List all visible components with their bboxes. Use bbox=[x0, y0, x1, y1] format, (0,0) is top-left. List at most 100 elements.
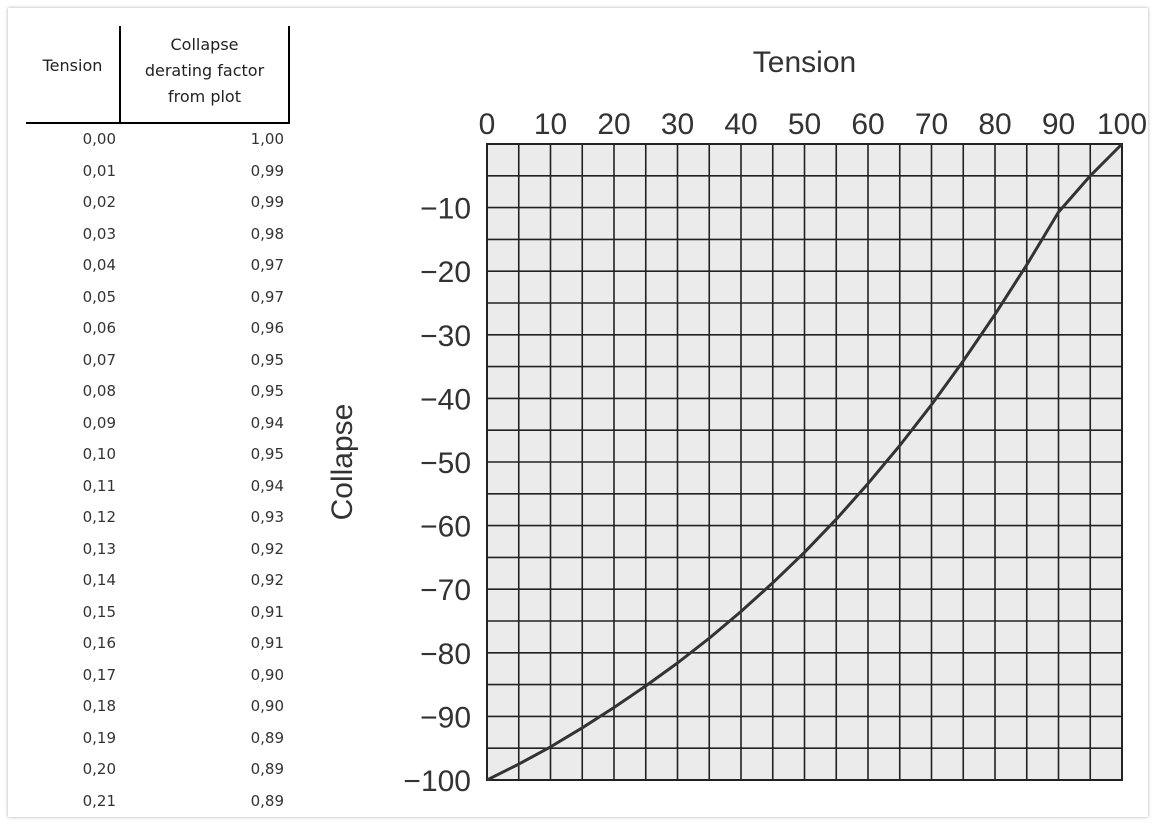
table-row: 0,20 0,89 bbox=[26, 754, 290, 786]
x-tick-label: 50 bbox=[788, 108, 821, 141]
table-row: 0,10 0,95 bbox=[26, 439, 290, 471]
chart-title: Tension bbox=[753, 46, 856, 79]
y-tick-label: −80 bbox=[420, 638, 471, 671]
table-row: 0,04 0,97 bbox=[26, 250, 290, 282]
y-tick-label: −70 bbox=[420, 574, 471, 607]
table-row: 0,03 0,98 bbox=[26, 219, 290, 251]
header-tension: Tension bbox=[42, 56, 103, 75]
y-tick-label: −20 bbox=[420, 256, 471, 289]
tension-value: 0,05 bbox=[82, 287, 116, 306]
derating-factor-value: 0,91 bbox=[250, 602, 284, 621]
derating-factor-value: 0,89 bbox=[250, 760, 284, 778]
tension-value: 0,12 bbox=[82, 508, 116, 526]
derating-factor-value: 0,95 bbox=[250, 445, 284, 463]
header-derating-factor: Collapse derating factor from plot bbox=[121, 32, 288, 110]
derating-factor-value: 0,91 bbox=[250, 634, 284, 652]
table-row: 0,00 1,00 bbox=[26, 124, 290, 156]
x-tick-label: 70 bbox=[915, 108, 948, 141]
table-row: 0,14 0,92 bbox=[26, 565, 290, 597]
tension-value: 0,15 bbox=[82, 602, 116, 621]
table-row: 0,17 0,90 bbox=[26, 660, 290, 692]
derating-factor-value: 0,98 bbox=[250, 224, 284, 243]
x-tick-label: 100 bbox=[1097, 108, 1147, 141]
x-tick-label: 30 bbox=[661, 108, 694, 141]
tension-value: 0,09 bbox=[82, 413, 116, 432]
header-divider bbox=[119, 26, 121, 122]
x-tick-label: 0 bbox=[479, 108, 496, 141]
derating-factor-value: 0,99 bbox=[250, 193, 284, 211]
x-tick-label: 10 bbox=[534, 108, 567, 141]
table-row: 0,13 0,92 bbox=[26, 534, 290, 566]
derating-factor-value: 0,94 bbox=[250, 476, 284, 495]
derating-factor-value: 0,94 bbox=[250, 413, 284, 432]
header-factor-line-3: from plot bbox=[168, 87, 241, 106]
table-row: 0,16 0,91 bbox=[26, 628, 290, 660]
derating-factor-value: 0,92 bbox=[250, 571, 284, 589]
table-row: 0,21 0,89 bbox=[26, 786, 290, 818]
tension-value: 0,08 bbox=[82, 382, 116, 400]
y-tick-label: −60 bbox=[420, 511, 471, 544]
tension-value: 0,13 bbox=[82, 539, 116, 558]
table-row: 0,19 0,89 bbox=[26, 723, 290, 755]
derating-factor-value: 0,97 bbox=[250, 256, 284, 274]
tension-value: 0,10 bbox=[82, 445, 116, 463]
tension-value: 0,04 bbox=[82, 256, 116, 274]
header-factor-line-1: Collapse bbox=[170, 35, 239, 54]
derating-factor-value: 0,90 bbox=[250, 665, 284, 684]
derating-factor-value: 0,92 bbox=[250, 539, 284, 558]
y-tick-label: −30 bbox=[420, 320, 471, 353]
table-body: 0,00 1,00 0,01 0,99 0,02 0,99 0,03 0,98 0,04 0,97… bbox=[26, 124, 290, 817]
tension-value: 0,07 bbox=[82, 350, 116, 369]
y-tick-label: −50 bbox=[420, 447, 471, 480]
x-tick-label: 20 bbox=[597, 108, 630, 141]
y-axis-label: Collapse bbox=[326, 404, 359, 521]
y-tick-label: −90 bbox=[420, 701, 471, 734]
derating-factor-value: 0,99 bbox=[250, 161, 284, 180]
derating-factor-value: 0,89 bbox=[250, 791, 284, 810]
header-factor-line-2: derating factor bbox=[144, 61, 265, 80]
tension-value: 0,02 bbox=[82, 193, 116, 211]
x-tick-label: 40 bbox=[724, 108, 757, 141]
header-right-border bbox=[288, 26, 290, 122]
derating-table: Tension Collapse derating factor from pl… bbox=[26, 26, 290, 817]
x-tick-label: 90 bbox=[1042, 108, 1075, 141]
table-row: 0,15 0,91 bbox=[26, 597, 290, 629]
derating-factor-value: 0,93 bbox=[250, 508, 284, 526]
table-row: 0,09 0,94 bbox=[26, 408, 290, 440]
y-tick-labels: −10 −20 −30 −40 −50 −60 −70 −80 −90 −100 bbox=[403, 193, 471, 798]
grid-lines bbox=[486, 143, 1123, 781]
tension-value: 0,11 bbox=[82, 476, 116, 495]
table-row: 0,05 0,97 bbox=[26, 282, 290, 314]
tension-value: 0,18 bbox=[82, 697, 116, 715]
derating-factor-value: 0,89 bbox=[250, 728, 284, 747]
y-tick-label: −100 bbox=[403, 765, 471, 798]
table-row: 0,06 0,96 bbox=[26, 313, 290, 345]
table-header: Tension Collapse derating factor from pl… bbox=[26, 26, 290, 124]
table-row: 0,02 0,99 bbox=[26, 187, 290, 219]
y-tick-label: −40 bbox=[420, 383, 471, 416]
y-tick-label: −10 bbox=[420, 193, 471, 226]
derating-factor-value: 0,90 bbox=[250, 697, 284, 715]
derating-factor-value: 0,96 bbox=[250, 319, 284, 337]
tension-value: 0,21 bbox=[82, 791, 116, 810]
table-row: 0,01 0,99 bbox=[26, 156, 290, 188]
tension-value: 0,14 bbox=[82, 571, 116, 589]
table-row: 0,08 0,95 bbox=[26, 376, 290, 408]
derating-factor-value: 0,95 bbox=[250, 382, 284, 400]
x-tick-label: 60 bbox=[851, 108, 884, 141]
tension-value: 0,17 bbox=[82, 665, 116, 684]
tension-value: 0,03 bbox=[82, 224, 116, 243]
table-row: 0,11 0,94 bbox=[26, 471, 290, 503]
tension-value: 0,20 bbox=[82, 760, 116, 778]
derating-factor-value: 0,95 bbox=[250, 350, 284, 369]
derating-factor-value: 0,97 bbox=[250, 287, 284, 306]
table-row: 0,18 0,90 bbox=[26, 691, 290, 723]
tension-value: 0,19 bbox=[82, 728, 116, 747]
tension-value: 0,00 bbox=[82, 130, 116, 148]
tension-value: 0,06 bbox=[82, 319, 116, 337]
tension-value: 0,16 bbox=[82, 634, 116, 652]
table-row: 0,07 0,95 bbox=[26, 345, 290, 377]
tension-value: 0,01 bbox=[82, 161, 116, 180]
derating-factor-value: 1,00 bbox=[250, 130, 284, 148]
